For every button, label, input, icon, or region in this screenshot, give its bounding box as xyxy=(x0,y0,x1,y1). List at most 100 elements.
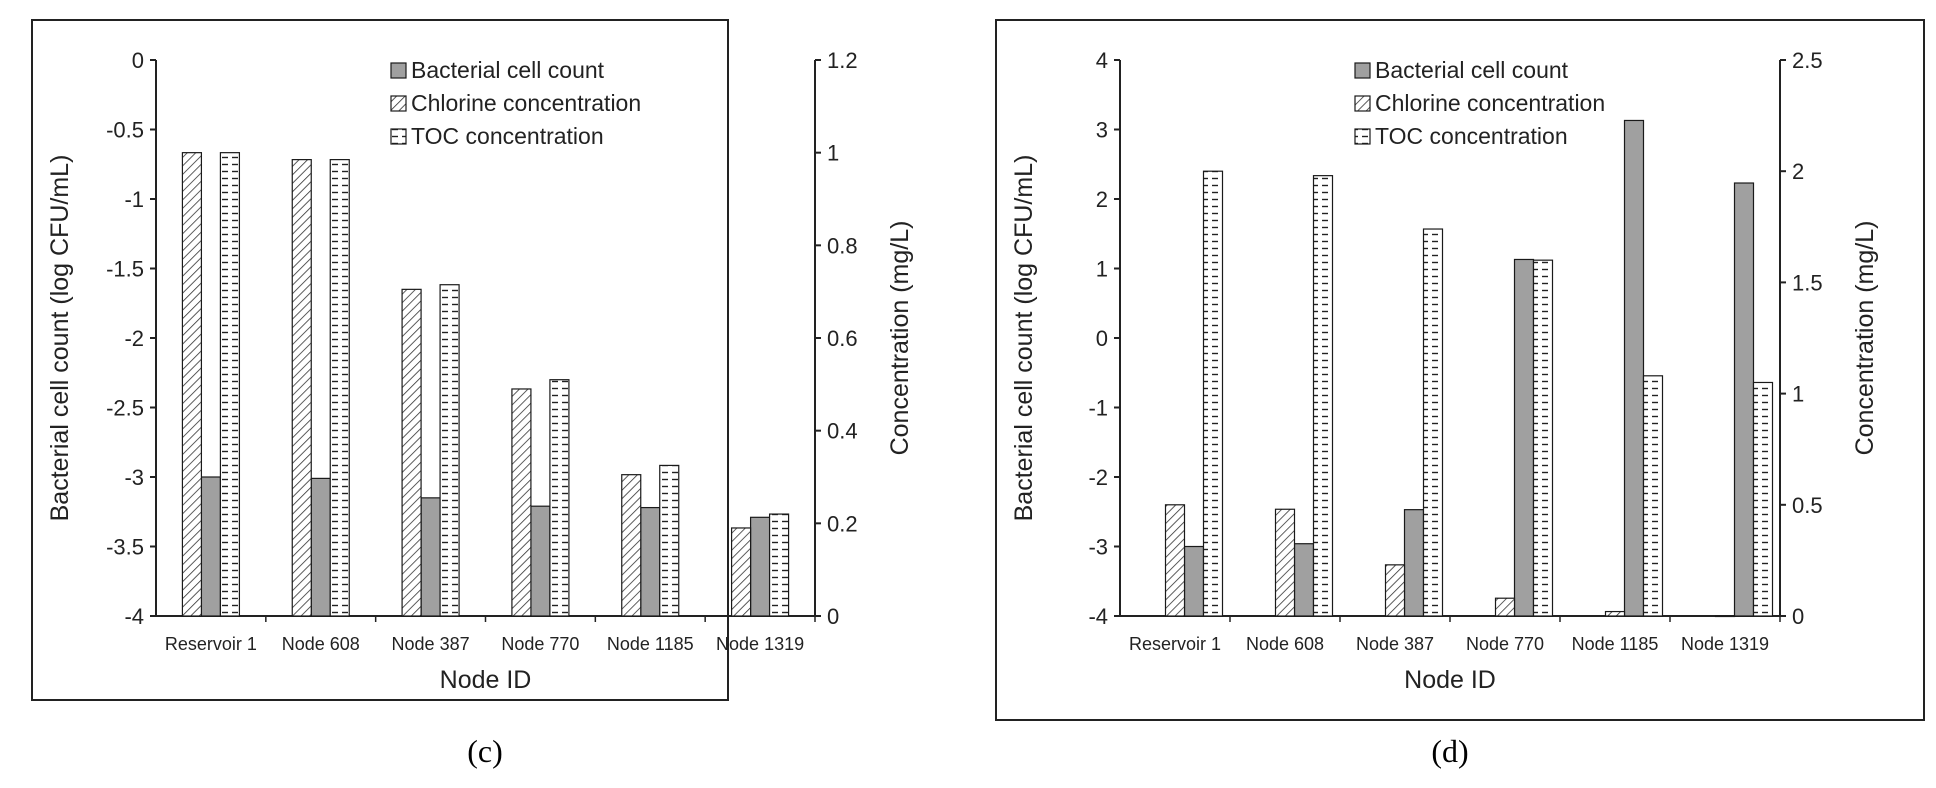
bar-bacterial xyxy=(1513,258,1535,617)
right-tick-label: 0.5 xyxy=(1792,493,1823,518)
left-tick-label: -3 xyxy=(1088,535,1108,560)
x-category-label: Reservoir 1 xyxy=(165,634,257,654)
bar-chlorine xyxy=(291,159,312,617)
bar-chlorine xyxy=(181,152,203,617)
chart-panel-d: 4 3 2 1 0 -1 -2 -3 -4 2.5 2 1.5 1 0.5 0 Reservoir 1 Node… xyxy=(995,19,1925,769)
x-category-label: Node 1185 xyxy=(607,634,694,654)
bar-bacterial xyxy=(1733,182,1755,617)
bar-bacterial xyxy=(1293,543,1315,617)
chart-frame xyxy=(995,19,1925,721)
right-tick-label: 1.2 xyxy=(827,48,858,73)
legend-swatch xyxy=(390,128,407,145)
bar-bacterial xyxy=(310,477,331,617)
right-tick-label: 0 xyxy=(827,604,839,629)
legend-swatch xyxy=(390,62,407,79)
panel-caption: (d) xyxy=(1431,733,1468,769)
left-tick-label: 1 xyxy=(1096,257,1108,282)
chart-panel-c: 0 -0.5 -1 -1.5 -2 -2.5 -3 -3.5 -4 1.2 1 0.8 0.6 0.4 0.… xyxy=(31,19,914,769)
x-category-label: Node 608 xyxy=(1246,634,1324,654)
legend-label: Bacterial cell count xyxy=(411,57,605,83)
right-tick-label: 0.6 xyxy=(827,326,858,351)
y-axis-title-left: Bacterial cell count (log CFU/mL) xyxy=(1010,155,1038,522)
bar-chlorine xyxy=(621,474,642,617)
bar-bacterial xyxy=(200,476,222,617)
y-axis-title-left: Bacterial cell count (log CFU/mL) xyxy=(46,155,74,522)
bar-toc xyxy=(1422,228,1444,617)
right-tick-label: 2.5 xyxy=(1792,48,1823,73)
x-category-label: Node 387 xyxy=(392,634,470,654)
left-tick-label: -3.5 xyxy=(106,535,144,560)
legend-label: Bacterial cell count xyxy=(1375,57,1569,83)
left-tick-label: -1 xyxy=(1088,396,1108,421)
x-category-label: Node 1185 xyxy=(1572,634,1659,654)
bar-toc xyxy=(1312,175,1334,617)
x-category-label: Reservoir 1 xyxy=(1129,634,1221,654)
x-category-label: Node 387 xyxy=(1356,634,1434,654)
right-tick-label: 0.4 xyxy=(827,419,858,444)
left-tick-label: -2 xyxy=(1088,465,1108,490)
legend-label: Chlorine concentration xyxy=(411,90,641,116)
right-tick-label: 0.8 xyxy=(827,233,858,258)
legend-swatch xyxy=(1354,95,1371,112)
bar-toc xyxy=(1532,259,1554,617)
x-category-label: Node 1319 xyxy=(716,634,804,654)
bar-chlorine xyxy=(511,388,532,617)
bar-toc xyxy=(659,464,680,617)
left-tick-label: 0 xyxy=(132,48,144,73)
bar-chlorine xyxy=(730,527,752,617)
x-category-label: Node 608 xyxy=(282,634,360,654)
right-tick-label: 0 xyxy=(1792,604,1804,629)
right-tick-label: 1 xyxy=(827,141,839,166)
left-tick-label: 2 xyxy=(1096,187,1108,212)
left-tick-label: -0.5 xyxy=(106,118,144,143)
left-tick-label: -2 xyxy=(124,326,144,351)
bar-chlorine xyxy=(1274,508,1296,617)
y-axis-title-right: Concentration (mg/L) xyxy=(886,221,914,456)
bar-bacterial xyxy=(420,497,441,617)
bar-bacterial xyxy=(1183,545,1205,617)
bar-chlorine xyxy=(1164,504,1186,617)
left-tick-label: -1.5 xyxy=(106,257,144,282)
legend-swatch xyxy=(390,95,407,112)
legend-label: TOC concentration xyxy=(411,123,604,149)
chart-frame xyxy=(31,19,729,701)
bar-toc xyxy=(1642,375,1664,617)
left-tick-label: -1 xyxy=(124,187,144,212)
x-axis-title: Node ID xyxy=(440,666,532,694)
bar-chlorine xyxy=(1714,615,1736,618)
bar-chlorine xyxy=(1384,564,1406,617)
left-tick-label: -4 xyxy=(124,604,144,629)
left-tick-label: 0 xyxy=(1096,326,1108,351)
bar-chlorine xyxy=(401,288,422,617)
bar-bacterial xyxy=(1403,509,1425,617)
legend-swatch xyxy=(1354,128,1371,145)
legend-label: Chlorine concentration xyxy=(1375,90,1605,116)
left-tick-label: 4 xyxy=(1096,48,1108,73)
x-category-label: Node 1319 xyxy=(1681,634,1769,654)
bar-toc xyxy=(1202,170,1224,617)
bar-toc xyxy=(549,379,570,617)
left-tick-label: 3 xyxy=(1096,118,1108,143)
bar-chlorine xyxy=(1604,610,1626,617)
bar-bacterial xyxy=(530,505,551,617)
bar-bacterial xyxy=(749,516,771,617)
x-axis-title: Node ID xyxy=(1404,666,1496,694)
bar-toc xyxy=(1752,381,1774,617)
bar-toc xyxy=(439,284,460,617)
legend-swatch xyxy=(1354,62,1371,79)
bar-toc xyxy=(768,513,790,617)
x-category-label: Node 770 xyxy=(501,634,579,654)
panel-caption: (c) xyxy=(467,733,503,769)
bar-toc xyxy=(219,152,241,617)
right-tick-label: 1.5 xyxy=(1792,270,1823,295)
y-axis-title-right: Concentration (mg/L) xyxy=(1851,221,1879,456)
right-tick-label: 2 xyxy=(1792,159,1804,184)
bar-toc xyxy=(329,159,350,617)
left-tick-label: -4 xyxy=(1088,604,1108,629)
left-tick-label: -2.5 xyxy=(106,396,144,421)
bar-bacterial xyxy=(1623,119,1645,617)
x-category-label: Node 770 xyxy=(1466,634,1544,654)
bar-bacterial xyxy=(640,506,661,617)
right-tick-label: 1 xyxy=(1792,382,1804,407)
